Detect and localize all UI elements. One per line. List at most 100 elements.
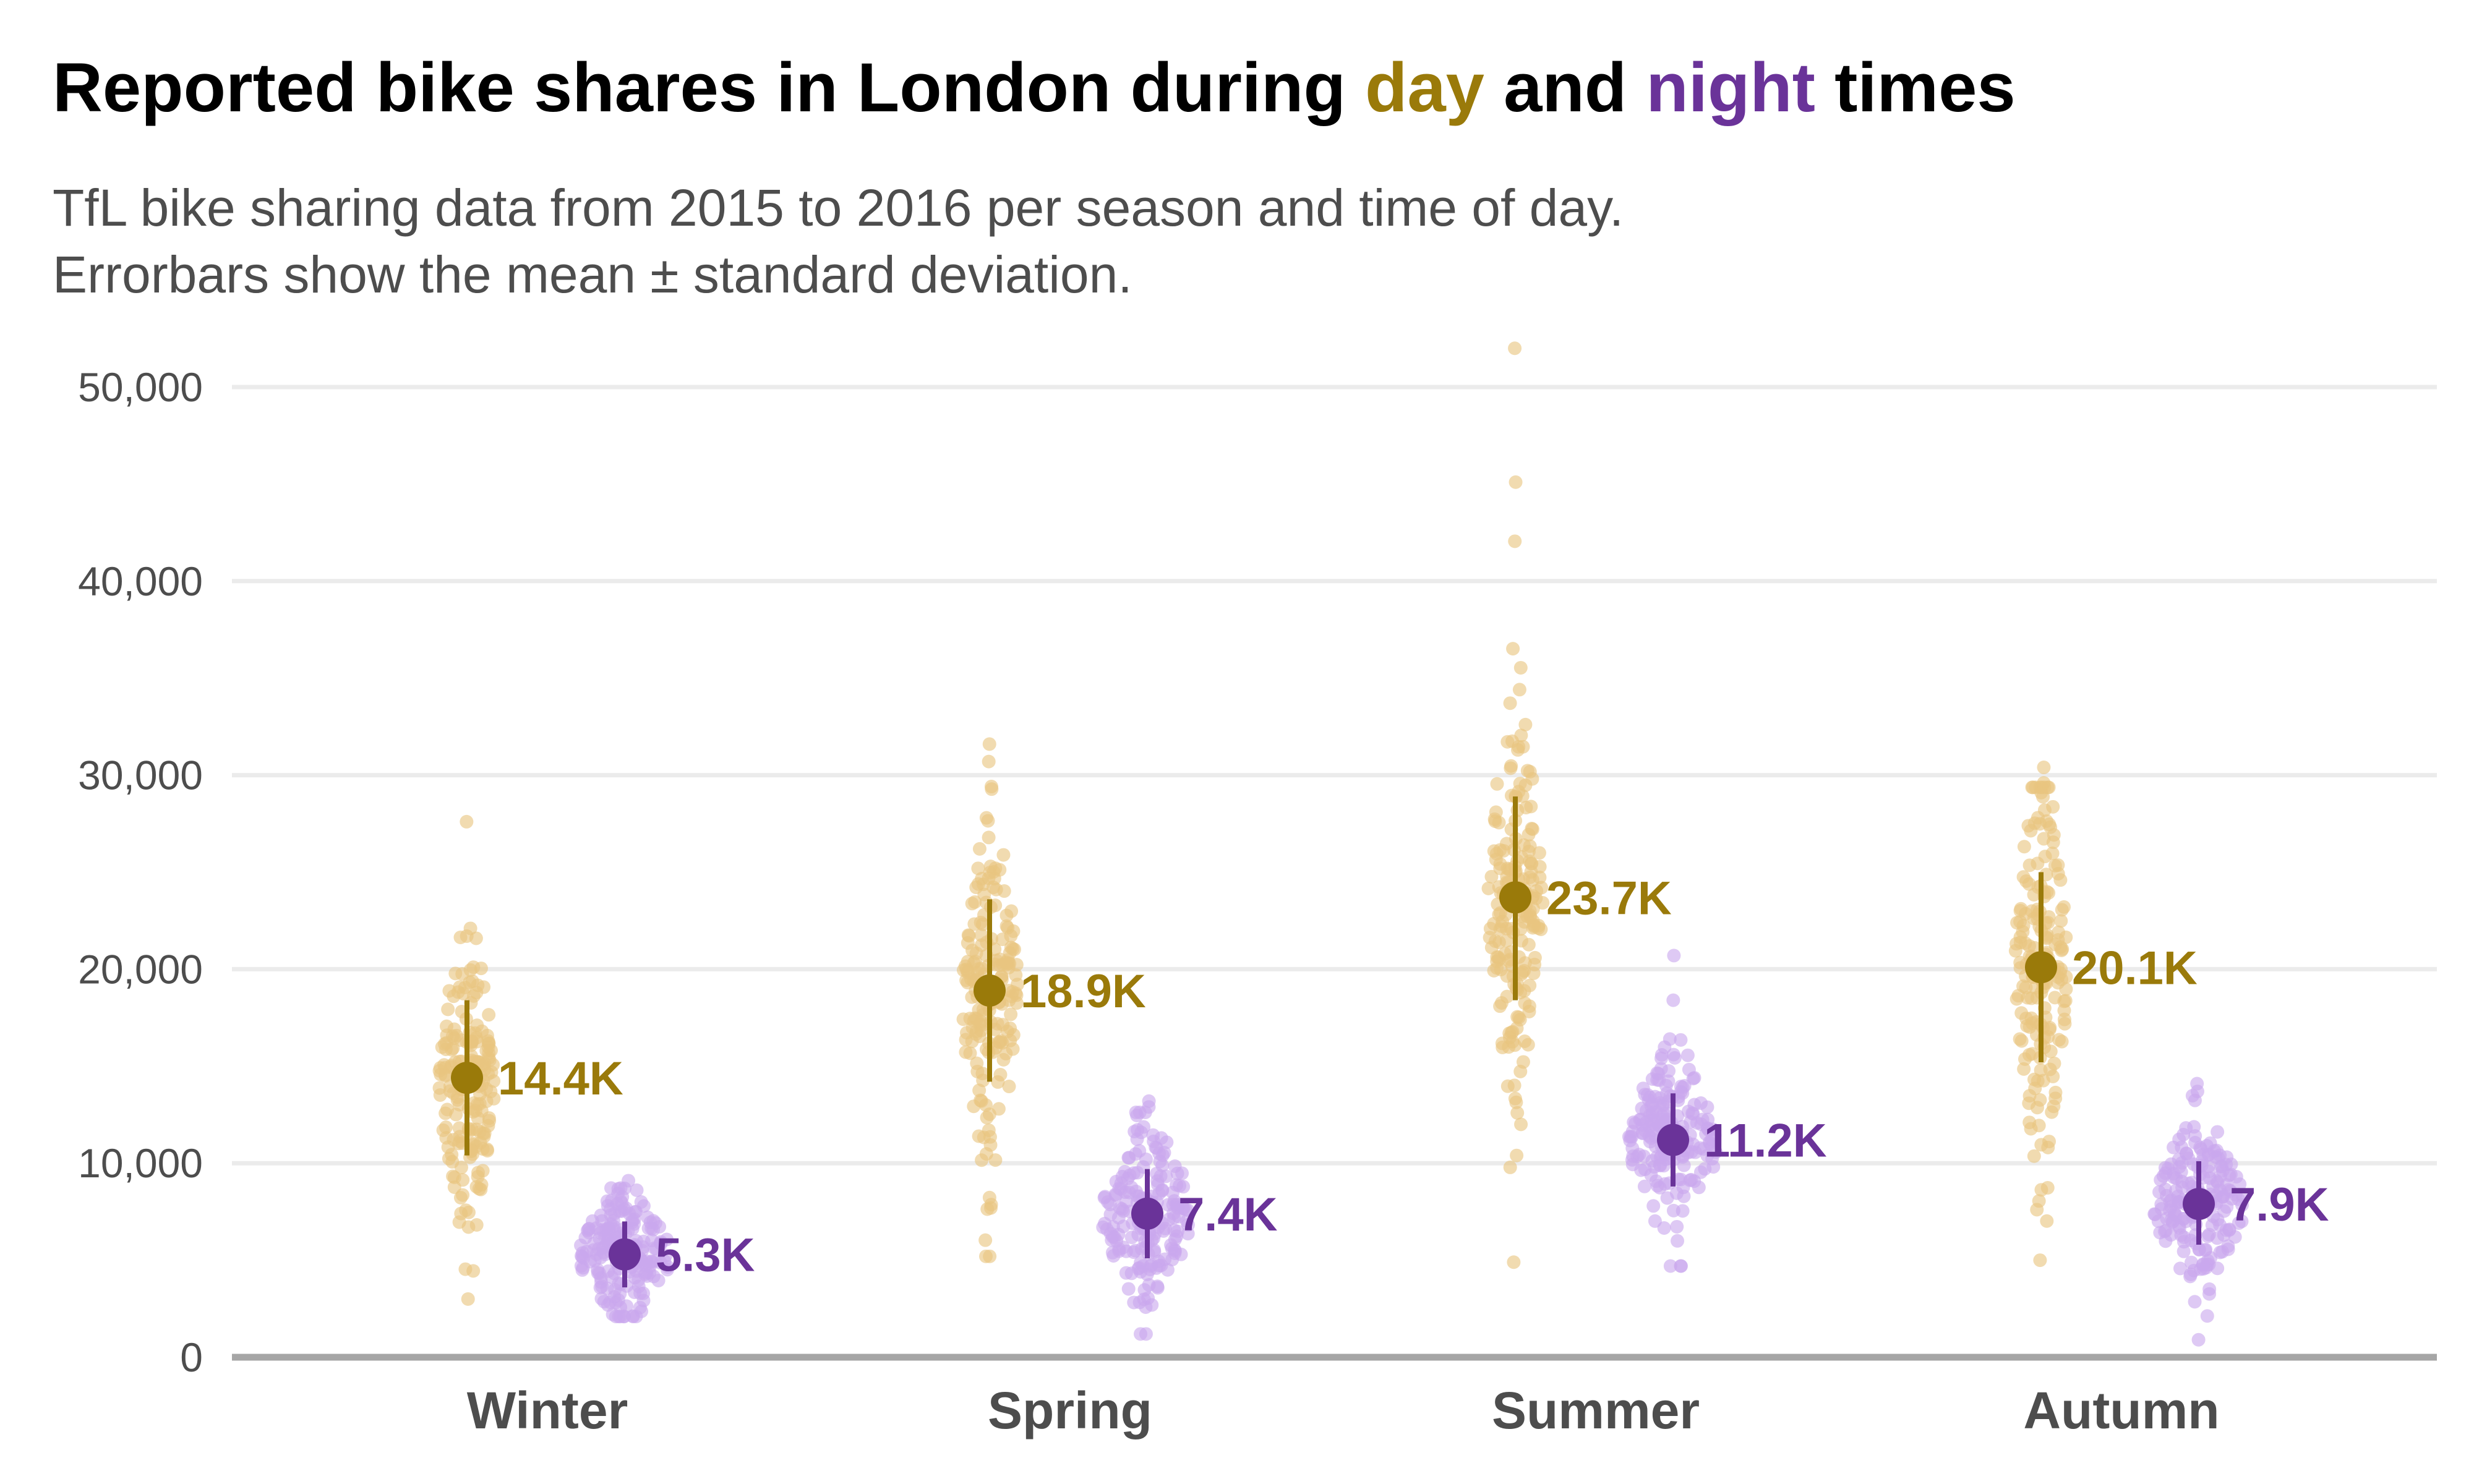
day-point: [1003, 1021, 1017, 1035]
night-point: [1686, 1137, 1700, 1151]
y-tick-label: 30,000: [78, 753, 203, 798]
night-point: [622, 1174, 636, 1188]
night-point: [2172, 1160, 2186, 1174]
day-point: [2040, 1214, 2054, 1228]
day-point: [1494, 962, 1508, 976]
night-point: [2193, 1140, 2207, 1154]
night-point: [2190, 1085, 2204, 1099]
night-mean-label-autumn: 7.9K: [2230, 1179, 2329, 1231]
night-point: [1162, 1213, 1176, 1227]
night-point: [1682, 1062, 1696, 1077]
day-point: [961, 936, 975, 950]
day-point: [432, 1081, 447, 1095]
night-point: [634, 1195, 648, 1209]
night-point: [2154, 1197, 2168, 1211]
night-point: [2235, 1214, 2249, 1229]
night-point: [1160, 1263, 1175, 1277]
night-point: [1637, 1179, 1651, 1193]
day-point: [2033, 1093, 2047, 1107]
chart-title: Reported bike shares in London during da…: [53, 49, 2016, 126]
night-point: [1137, 1283, 1152, 1297]
day-point: [2013, 915, 2027, 929]
night-point: [595, 1279, 609, 1294]
day-point: [454, 1033, 468, 1047]
night-point: [626, 1309, 640, 1323]
night-point: [620, 1299, 634, 1313]
night-point: [1695, 1112, 1710, 1127]
night-point: [1130, 1109, 1144, 1123]
day-point: [2008, 944, 2022, 958]
title-word-during: during: [1111, 49, 1345, 126]
day-point: [2043, 1020, 2057, 1034]
day-point: [456, 1188, 470, 1202]
day-mean-label-spring: 18.9K: [1021, 965, 1146, 1018]
gridlines: [232, 385, 2437, 1166]
night-point: [575, 1246, 589, 1260]
night-point: [1150, 1281, 1165, 1295]
x-tick-label-autumn: Autumn: [2023, 1381, 2219, 1439]
day-point: [1531, 921, 1546, 936]
day-point: [2058, 994, 2073, 1008]
night-point: [1700, 1100, 1714, 1114]
day-point: [2033, 1253, 2047, 1268]
night-point: [2235, 1198, 2249, 1212]
day-point: [2055, 1034, 2069, 1049]
night-point: [1142, 1100, 1156, 1114]
day-point: [2038, 850, 2052, 864]
night-point: [1658, 1177, 1672, 1191]
night-point: [2222, 1223, 2236, 1237]
night-point: [1626, 1149, 1640, 1163]
day-point: [1508, 341, 1522, 356]
title-word-Reported: Reported: [53, 49, 357, 126]
night-point: [1153, 1154, 1167, 1169]
title-word-times: times: [1815, 49, 2016, 126]
chart-subtitle-line-1: TfL bike sharing data from 2015 to 2016 …: [53, 179, 1624, 237]
day-point: [440, 1102, 455, 1117]
day-point: [2022, 877, 2036, 891]
night-point: [1653, 1158, 1667, 1172]
day-point: [452, 1098, 466, 1112]
day-point: [996, 1052, 1011, 1067]
day-point: [1514, 934, 1528, 948]
day-point: [1514, 728, 1528, 743]
day-point: [2048, 859, 2062, 873]
night-point: [1684, 1115, 1698, 1129]
y-tick-label: 10,000: [78, 1140, 203, 1186]
day-point: [2013, 1032, 2027, 1046]
day-point: [1530, 884, 1544, 898]
night-point: [625, 1222, 640, 1236]
day-point: [980, 1111, 994, 1125]
night-point: [1699, 1127, 1713, 1141]
night-point: [2191, 1333, 2206, 1347]
night-point: [1181, 1217, 1195, 1232]
night-mean-autumn: [2183, 1188, 2215, 1221]
day-point: [463, 975, 477, 989]
night-point: [2220, 1200, 2234, 1214]
night-point: [1130, 1132, 1144, 1146]
day-point: [993, 1068, 1008, 1082]
day-point: [469, 1218, 484, 1232]
night-point: [661, 1260, 675, 1274]
day-point: [1003, 946, 1017, 960]
day-point: [2014, 902, 2028, 916]
night-point: [2201, 1164, 2215, 1179]
day-point: [1510, 1148, 1524, 1162]
title-word-shares: shares: [515, 49, 757, 126]
day-point: [1002, 1080, 1016, 1094]
day-point: [2027, 1149, 2041, 1163]
night-point: [630, 1183, 644, 1197]
day-point: [1481, 881, 1496, 895]
day-point: [959, 1045, 973, 1059]
night-point: [1650, 1066, 1664, 1080]
night-point: [1674, 1033, 1688, 1047]
day-point: [1525, 873, 1539, 887]
day-point: [2024, 824, 2038, 838]
day-point: [1522, 1005, 1536, 1019]
night-point: [1663, 1259, 1677, 1273]
night-point: [2173, 1261, 2187, 1276]
day-point: [469, 986, 484, 1000]
day-point: [2037, 761, 2051, 775]
day-point: [1525, 772, 1539, 786]
day-point: [1493, 922, 1507, 936]
day-point: [461, 1292, 475, 1306]
